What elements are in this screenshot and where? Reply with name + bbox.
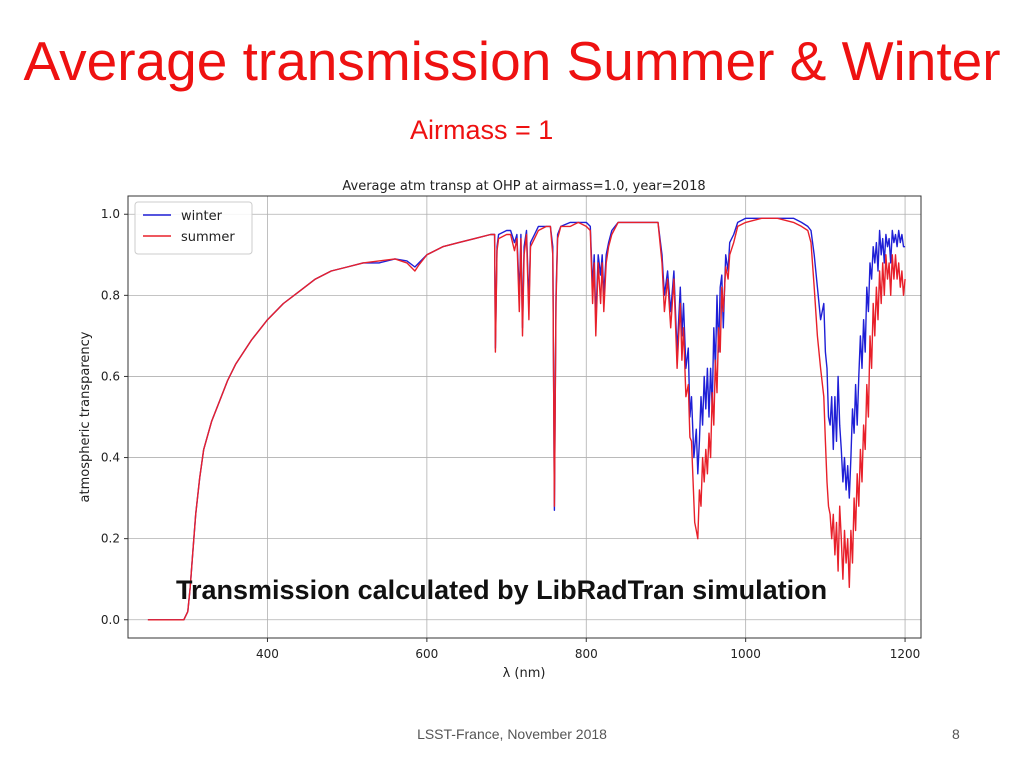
y-tick-label: 1.0 [101,207,120,221]
legend-label-winter: winter [181,209,223,224]
y-axis-label: atmospheric transparency [78,331,93,502]
grid-lines [128,196,921,638]
page-number: 8 [952,726,960,742]
chart-legend: winter summer [134,201,253,255]
axis-ticks: 400 600 800 1000 1200 0.0 0.2 0.4 0.6 0.8 1.0 [101,207,920,661]
y-tick-label: 0.4 [101,451,120,465]
slide-subtitle: Airmass = 1 [410,115,554,145]
x-tick-label: 800 [575,647,598,661]
slide-caption: Transmission calculated by LibRadTran si… [176,575,828,605]
x-tick-label: 400 [256,647,279,661]
chart-title: Average atm transp at OHP at airmass=1.0… [342,179,705,194]
y-tick-label: 0.6 [101,369,120,383]
y-tick-label: 0.2 [101,532,120,546]
y-tick-label: 0.0 [101,613,120,627]
x-axis-label: λ (nm) [503,666,546,681]
x-tick-label: 1000 [730,647,761,661]
x-tick-label: 1200 [890,647,921,661]
legend-label-summer: summer [181,230,235,245]
plot-frame [127,195,922,639]
series-layer [147,217,906,621]
y-tick-label: 0.8 [101,288,120,302]
slide-footer: LSST-France, November 2018 [417,726,607,742]
series-line-winter [147,217,906,621]
x-tick-label: 600 [415,647,438,661]
series-line-summer [147,217,906,621]
slide-title: Average transmission Summer & Winter [23,30,1001,92]
